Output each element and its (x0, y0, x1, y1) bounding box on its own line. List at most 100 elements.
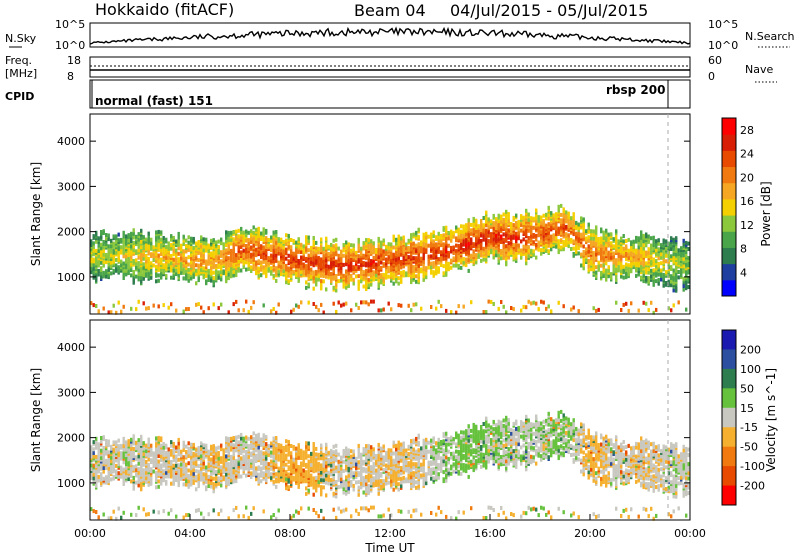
cpid-frame (89, 79, 691, 109)
power-cell (640, 230, 643, 235)
power-cell (535, 301, 538, 306)
power-cell (192, 265, 195, 270)
power-cell (627, 263, 630, 268)
power-cell (370, 259, 373, 264)
power-cell (592, 240, 595, 245)
power-cell (370, 299, 373, 304)
velocity-cell (150, 443, 153, 448)
velocity-cell (187, 513, 190, 517)
power-cell (572, 305, 575, 310)
power-cell (160, 257, 163, 262)
power-cell (257, 230, 260, 235)
power-cell (652, 282, 655, 287)
velocity-cell (105, 458, 108, 463)
power-cell (217, 250, 220, 255)
velocity-cell (102, 451, 105, 456)
power-cell (222, 269, 225, 274)
velocity-cell (230, 436, 233, 441)
power-cell (590, 236, 593, 241)
power-cell (612, 237, 615, 242)
power-cell (425, 242, 428, 247)
power-cell (200, 244, 203, 249)
power-cell (185, 256, 188, 261)
power-cell (160, 252, 163, 257)
velocity-cell (127, 477, 130, 482)
power-cell (415, 230, 418, 235)
velocity-cell (120, 469, 123, 474)
power-cell (157, 248, 160, 252)
power-cell (300, 250, 303, 254)
power-cell (382, 307, 385, 312)
power-cell (592, 251, 595, 256)
power-cell (675, 277, 678, 282)
velocity-cell (222, 448, 225, 453)
power-cell (282, 265, 285, 270)
power-cell (212, 254, 215, 259)
power-cell (580, 232, 583, 237)
velocity-cell (122, 467, 125, 472)
power-cell (155, 230, 158, 235)
power-cell (592, 306, 595, 311)
power-cell (345, 269, 348, 274)
power-cell (112, 234, 115, 239)
power-cell (245, 299, 248, 304)
power-cell (275, 257, 278, 262)
power-cell (177, 257, 180, 262)
velocity-cell (195, 447, 198, 452)
velocity-cell (152, 451, 155, 456)
power-cell (470, 237, 473, 242)
power-cell (637, 308, 640, 313)
power-cell (325, 258, 328, 263)
velocity-cell (207, 449, 210, 454)
power-cell (642, 246, 645, 251)
power-cell (527, 245, 530, 250)
velocity-cell (142, 446, 145, 451)
power-cell (392, 245, 395, 250)
power-cell (335, 274, 338, 278)
power-cell (472, 253, 475, 258)
power-cell (675, 252, 678, 257)
velocity-cell (130, 443, 133, 448)
power-cell (637, 250, 640, 255)
power-cell (337, 246, 340, 251)
power-cell (382, 272, 385, 277)
power-cell (415, 302, 418, 307)
power-cell (367, 302, 370, 307)
velocity-cell (187, 441, 190, 446)
power-cell (437, 260, 440, 265)
power-cell (352, 265, 355, 270)
power-cell (280, 237, 283, 242)
power-cell (620, 254, 623, 259)
power-cell (105, 236, 108, 241)
power-cell (122, 245, 125, 250)
velocity-cell (197, 449, 200, 454)
power-cell (235, 273, 238, 278)
velocity-cell (90, 449, 93, 453)
power-cell (292, 257, 295, 262)
power-cell (572, 239, 575, 244)
velocity-cell (95, 510, 98, 514)
power-cell (167, 245, 170, 249)
velocity-cell (100, 472, 103, 477)
power-cell (510, 306, 513, 310)
power-cell (247, 241, 250, 246)
power-cell (290, 245, 293, 250)
power-cell (295, 240, 298, 245)
power-cell (275, 253, 278, 258)
power-cell (402, 235, 405, 240)
power-cell (605, 246, 608, 251)
power-cell (482, 228, 485, 233)
power-cell (550, 238, 553, 243)
power-cell (422, 272, 425, 277)
velocity-cell (122, 436, 125, 441)
power-cell (237, 308, 240, 313)
power-cell (640, 243, 643, 247)
power-cell (675, 261, 678, 266)
power-cell (202, 248, 205, 253)
power-cell (302, 271, 305, 276)
power-cell (487, 224, 490, 229)
power-cell (215, 256, 218, 261)
velocity-cell (102, 458, 105, 463)
power-cell (357, 274, 360, 279)
power-cell (647, 247, 650, 252)
